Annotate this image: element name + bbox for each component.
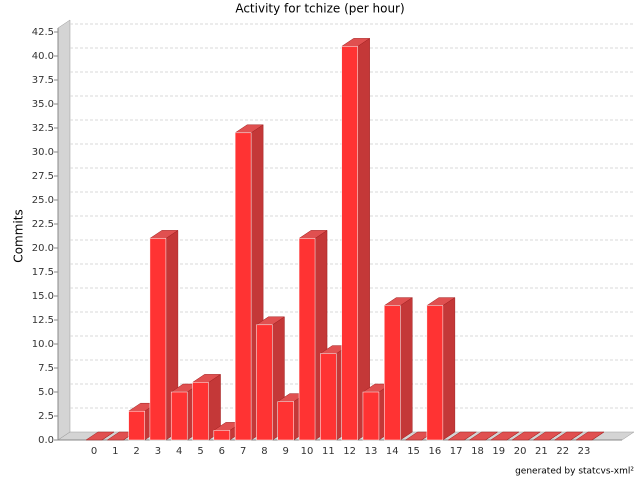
chart-title: Activity for tchize (per hour) (235, 2, 404, 16)
bar-top (85, 431, 115, 441)
x-tick-label: 3 (155, 446, 161, 457)
bar (426, 305, 444, 441)
bar (298, 238, 316, 441)
y-tick-label: 15.0 (32, 291, 54, 302)
x-tick-label: 22 (556, 446, 569, 457)
x-tick-label: 2 (133, 446, 139, 457)
y-tick-label: 35.0 (32, 99, 54, 110)
bar-side (357, 37, 370, 441)
x-tick-label: 16 (429, 446, 442, 457)
bar-top (575, 431, 605, 441)
y-tick-label: 25.0 (32, 195, 54, 206)
bar (362, 391, 380, 441)
bar (149, 238, 167, 441)
x-tick-label: 12 (343, 446, 356, 457)
y-tick-label: 5.0 (38, 387, 54, 398)
bar-top (447, 431, 477, 441)
bar-top (553, 431, 584, 441)
y-tick-label: 32.5 (32, 123, 54, 134)
bar-side (400, 297, 413, 441)
bar (256, 324, 273, 441)
x-tick-label: 10 (301, 446, 314, 457)
y-tick-label: 30.0 (32, 147, 54, 158)
side-wall (57, 19, 71, 441)
x-tick-label: 4 (176, 446, 182, 457)
x-tick-label: 9 (283, 446, 289, 457)
bar-top (489, 431, 520, 441)
x-tick-label: 17 (450, 446, 463, 457)
bar (277, 401, 294, 441)
footer: generated by statcvs-xml² (515, 467, 634, 477)
bar-side (442, 297, 456, 441)
bar (128, 410, 145, 441)
y-tick-label: 42.5 (32, 27, 54, 38)
x-tick-label: 15 (407, 446, 420, 457)
x-tick-label: 23 (578, 446, 591, 457)
y-tick-label: 2.5 (38, 411, 54, 422)
bar-top (511, 431, 541, 441)
x-tick-label: 6 (219, 446, 225, 457)
bar (192, 382, 209, 441)
bar (213, 430, 231, 441)
bar (170, 391, 188, 441)
y-axis-title: Commits (12, 209, 26, 262)
x-tick-label: 1 (112, 446, 118, 457)
x-tick-label: 0 (91, 446, 97, 457)
y-tick-label: 40.0 (32, 51, 54, 62)
y-tick-label: 0.0 (38, 435, 54, 446)
bar (341, 46, 358, 441)
x-tick-label: 21 (535, 446, 548, 457)
bar-top (468, 431, 499, 441)
y-tick-label: 12.5 (32, 315, 54, 326)
y-tick-label: 10.0 (32, 339, 54, 350)
bar (320, 353, 337, 441)
x-tick-label: 20 (514, 446, 527, 457)
x-tick-label: 5 (197, 446, 203, 457)
x-tick-label: 7 (240, 446, 246, 457)
x-tick-label: 11 (322, 446, 335, 457)
bar-top (532, 431, 563, 441)
bar (234, 132, 252, 441)
y-tick-label: 22.5 (32, 219, 54, 230)
x-tick-label: 13 (365, 446, 378, 457)
x-tick-label: 14 (386, 446, 399, 457)
x-tick-label: 18 (471, 446, 484, 457)
y-tick-label: 20.0 (32, 243, 54, 254)
y-tick-label: 37.5 (32, 75, 54, 86)
y-tick-label: 7.5 (38, 363, 54, 374)
x-tick-label: 8 (261, 446, 267, 457)
y-tick-label: 17.5 (32, 267, 54, 278)
y-tick-label: 27.5 (32, 171, 54, 182)
bar (384, 305, 401, 441)
x-tick-label: 19 (492, 446, 505, 457)
